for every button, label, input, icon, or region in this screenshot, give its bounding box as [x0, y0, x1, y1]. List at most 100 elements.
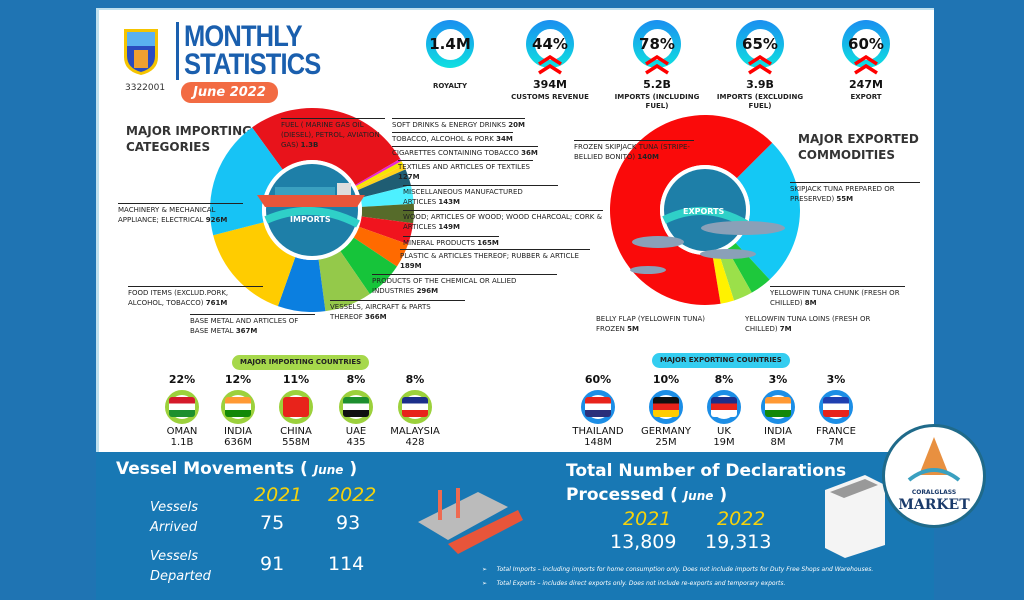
import-category-label: FUEL ( MARINE GAS OIL (DIESEL), PETROL, …: [281, 118, 385, 150]
kpi-label: IMPORTS (INCLUDING FUEL): [614, 93, 700, 110]
exporting-countries-title: MAJOR EXPORTING COUNTRIES: [652, 353, 790, 368]
note-imports: ➢ Total Imports – including imports for …: [482, 566, 874, 573]
pie-slice: [357, 169, 411, 198]
declarations-2021: 13,809: [610, 531, 677, 553]
country-name: THAILAND: [572, 426, 624, 437]
declarations-title: Total Number of Declarations Processed ( …: [566, 461, 847, 505]
trend-up-icon: [645, 55, 669, 75]
export-commodity-label: FROZEN SKIPJACK TUNA (STRIPE-BELLIED BON…: [574, 140, 694, 162]
kpi-value: 44%: [532, 35, 568, 53]
country-name: CHINA: [280, 426, 312, 437]
import-category-label: MISCELLANEOUS MANUFACTURED ARTICLES 143M: [403, 185, 558, 207]
cargo-ship-icon: [257, 183, 365, 207]
export-commodity-label: SKIPJACK TUNA PREPARED OR PRESERVED) 55M: [790, 182, 920, 204]
declarations-year-2022: 2022: [717, 508, 766, 530]
pie-slice: [355, 158, 402, 187]
trend-up-icon: [748, 55, 772, 75]
note-exports: ➢ Total Exports – includes direct export…: [482, 580, 786, 587]
country-percent: 10%: [652, 373, 680, 386]
vessels-arrived-2021: 75: [260, 512, 285, 534]
country-ring: [339, 390, 373, 424]
vessels-departed-2022: 114: [328, 553, 365, 575]
pie-slice: [252, 108, 401, 185]
import-category-label: MINERAL PRODUCTS 165M: [403, 236, 499, 248]
import-category-label: TOBACCO, ALCOHOL & PORK 34M: [392, 132, 513, 144]
pie-slice: [210, 127, 283, 236]
country-flag-icon: [585, 397, 611, 417]
import-category-label: WOOD; ARTICLES OF WOOD; WOOD CHARCOAL; C…: [403, 210, 603, 232]
export-commodity-label: YELLOWFIN TUNA CHUNK (FRESH OR CHILLED) …: [770, 286, 905, 308]
kpi-value: 78%: [639, 35, 675, 53]
country-ring: [279, 390, 313, 424]
pie-slice: [361, 203, 414, 224]
kpi-value: 65%: [742, 35, 778, 53]
country-name: INDIA: [764, 426, 792, 437]
country-value: 636M: [224, 437, 252, 448]
export-commodity-label: BELLY FLAP (YELLOWFIN TUNA) FROZEN 5M: [596, 315, 706, 333]
kpi-ring: [426, 20, 474, 68]
country-percent: 60%: [584, 373, 612, 386]
kpi-ring: [633, 20, 681, 68]
exports-pie-title: MAJOR EXPORTED COMMODITIES: [798, 132, 919, 162]
country-value: 1.1B: [170, 437, 194, 448]
kpi-label: IMPORTS (EXCLUDING FUEL): [716, 93, 804, 110]
import-category-label: FOOD ITEMS (EXCLUD.PORK, ALCOHOL, TOBACC…: [128, 286, 263, 308]
country-flag-icon: [823, 397, 849, 417]
period-badge: June 2022: [181, 82, 278, 103]
kpi-label: ROYALTY: [432, 82, 468, 90]
pie-slice: [277, 257, 326, 312]
country-flag-icon: [225, 397, 251, 417]
country-ring: [165, 390, 199, 424]
country-flag-icon: [343, 397, 369, 417]
country-flag-icon: [711, 397, 737, 417]
vessels-arrived-label: Vessels Arrived: [150, 500, 199, 535]
country-ring: [649, 390, 683, 424]
country-percent: 11%: [282, 373, 310, 386]
country-name: GERMANY: [640, 426, 692, 437]
country-flag-icon: [283, 397, 309, 417]
pie-slice: [359, 216, 414, 245]
country-ring: [398, 390, 432, 424]
exports-pie-chart: [610, 115, 800, 305]
kpi-value: 60%: [848, 35, 884, 53]
pie-slice: [353, 226, 409, 267]
printer-icon: [825, 475, 885, 558]
pie-slice: [318, 251, 370, 312]
seashell-icon: [907, 437, 961, 482]
declarations-2022: 19,313: [705, 531, 772, 553]
bottom-panel: [96, 452, 934, 600]
import-category-label: MACHINERY & MECHANICAL APPLIANCE; ELECTR…: [118, 203, 243, 225]
country-flag-icon: [653, 397, 679, 417]
vessels-departed-2021: 91: [260, 553, 285, 575]
kpi-label: CUSTOMS REVENUE: [511, 93, 589, 101]
country-percent: 8%: [346, 373, 366, 386]
imports-center-label: IMPORTS: [290, 215, 331, 224]
import-category-label: SOFT DRINKS & ENERGY DRINKS 20M: [392, 118, 525, 130]
title-line2: STATISTICS: [184, 48, 321, 81]
country-percent: 8%: [405, 373, 425, 386]
country-name: INDIA: [224, 426, 252, 437]
kpi-label: EXPORT: [850, 93, 882, 101]
kpi-ring: [842, 20, 890, 68]
pie-slice: [360, 185, 414, 207]
country-value: 428: [405, 437, 425, 448]
kpi-ring: [526, 20, 574, 68]
country-name: MALAYSIA: [390, 426, 440, 437]
vessels-arrived-2022: 93: [336, 512, 361, 534]
export-commodity-label: YELLOWFIN TUNA LOINS (FRESH OR CHILLED) …: [745, 315, 871, 333]
country-ring: [221, 390, 255, 424]
declarations-year-2021: 2021: [623, 508, 672, 530]
wave-icon: [264, 207, 360, 228]
country-name: FRANCE: [816, 426, 856, 437]
pie-slice: [356, 165, 406, 191]
import-category-label: PRODUCTS OF THE CHEMICAL OR ALLIED INDUS…: [372, 274, 557, 296]
country-value: 435: [346, 437, 366, 448]
pie-slice: [735, 142, 800, 280]
imports-pie-chart: [210, 108, 414, 312]
country-percent: 8%: [714, 373, 734, 386]
country-percent: 12%: [224, 373, 252, 386]
import-category-label: TEXTILES AND ARTICLES OF TEXTILES 127M: [398, 160, 533, 182]
country-value: 7M: [828, 437, 844, 448]
title-line1: MONTHLY: [184, 20, 303, 53]
vessel-movements-title: Vessel Movements ( June ): [116, 459, 358, 479]
